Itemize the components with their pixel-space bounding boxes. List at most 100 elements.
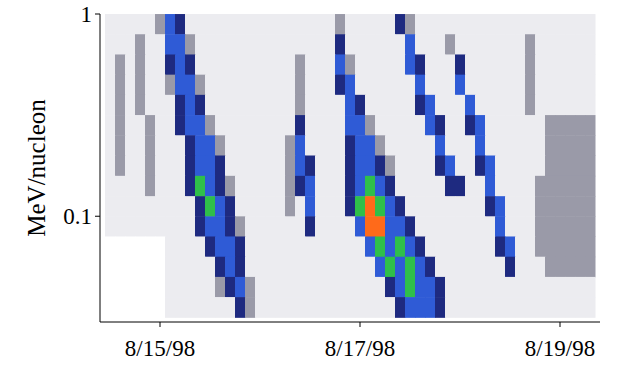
heat-cell bbox=[335, 115, 346, 136]
heat-cell bbox=[545, 196, 556, 217]
heat-cell bbox=[305, 277, 316, 298]
heat-cell bbox=[505, 277, 516, 298]
heat-cell bbox=[215, 257, 226, 278]
heat-cell bbox=[305, 156, 316, 177]
heat-cell bbox=[455, 75, 466, 96]
heat-cell bbox=[555, 34, 566, 55]
heat-cell bbox=[345, 257, 356, 278]
heat-cell bbox=[515, 297, 526, 318]
heat-cell bbox=[425, 14, 436, 35]
heat-cell bbox=[245, 54, 256, 75]
heat-cell bbox=[535, 115, 546, 136]
heat-cell bbox=[545, 216, 556, 237]
heat-cell bbox=[405, 236, 416, 257]
heat-cell bbox=[335, 176, 346, 197]
heat-cell bbox=[115, 95, 126, 116]
heat-cell bbox=[455, 135, 466, 156]
heat-cell bbox=[105, 75, 116, 96]
heat-cell bbox=[545, 277, 556, 298]
heat-cell bbox=[425, 95, 436, 116]
heat-cell bbox=[115, 115, 126, 136]
heat-cell bbox=[315, 54, 326, 75]
heat-cell bbox=[495, 34, 506, 55]
heat-cell bbox=[125, 216, 136, 237]
heat-cell bbox=[585, 277, 596, 298]
heat-cell bbox=[375, 236, 386, 257]
heat-cell bbox=[445, 95, 456, 116]
heat-cell bbox=[555, 297, 566, 318]
heat-cell bbox=[545, 135, 556, 156]
heat-cell bbox=[225, 95, 236, 116]
heat-cell bbox=[155, 75, 166, 96]
heat-cell bbox=[365, 115, 376, 136]
heat-cell bbox=[295, 297, 306, 318]
heat-cell bbox=[325, 115, 336, 136]
heat-cell bbox=[495, 115, 506, 136]
heat-cell bbox=[465, 135, 476, 156]
heat-cell bbox=[395, 115, 406, 136]
heat-cell bbox=[105, 95, 116, 116]
heat-cell bbox=[285, 54, 296, 75]
heat-cell bbox=[565, 75, 576, 96]
heat-cell bbox=[345, 34, 356, 55]
heat-cell bbox=[185, 236, 196, 257]
heat-cell bbox=[485, 257, 496, 278]
heat-cell bbox=[445, 54, 456, 75]
heat-cell bbox=[355, 135, 366, 156]
heat-cell bbox=[115, 277, 126, 298]
heat-cell bbox=[455, 34, 466, 55]
heat-cell bbox=[305, 95, 316, 116]
heat-cell bbox=[315, 34, 326, 55]
heat-cell bbox=[435, 156, 446, 177]
heat-cell bbox=[475, 14, 486, 35]
heat-cell bbox=[175, 277, 186, 298]
heat-cell bbox=[305, 115, 316, 136]
heat-cell bbox=[225, 236, 236, 257]
heat-cell bbox=[515, 54, 526, 75]
heat-cell bbox=[495, 277, 506, 298]
heat-cell bbox=[115, 34, 126, 55]
heat-cell bbox=[235, 14, 246, 35]
heat-cell bbox=[225, 257, 236, 278]
heat-cell bbox=[295, 176, 306, 197]
heat-cell bbox=[395, 297, 406, 318]
heat-cell bbox=[445, 196, 456, 217]
heat-cell bbox=[505, 297, 516, 318]
heat-cell bbox=[145, 135, 156, 156]
heat-cell bbox=[125, 297, 136, 318]
heat-cell bbox=[535, 216, 546, 237]
heat-cell bbox=[585, 115, 596, 136]
heat-cell bbox=[315, 257, 326, 278]
heat-cell bbox=[535, 236, 546, 257]
heat-cell bbox=[255, 297, 266, 318]
heat-cell bbox=[565, 277, 576, 298]
heat-cell bbox=[315, 236, 326, 257]
heat-cell bbox=[505, 115, 516, 136]
heat-cell bbox=[145, 196, 156, 217]
heat-cell bbox=[515, 156, 526, 177]
heat-cell bbox=[395, 34, 406, 55]
heat-cell bbox=[425, 34, 436, 55]
heat-cell bbox=[505, 135, 516, 156]
heat-cell bbox=[285, 34, 296, 55]
heat-cell bbox=[465, 75, 476, 96]
heat-cell bbox=[265, 257, 276, 278]
heat-cell bbox=[495, 75, 506, 96]
heat-cell bbox=[575, 277, 586, 298]
heat-cell bbox=[565, 216, 576, 237]
heat-cell bbox=[395, 75, 406, 96]
heat-cell bbox=[205, 115, 216, 136]
heat-cell bbox=[485, 135, 496, 156]
heat-cell bbox=[355, 14, 366, 35]
heat-cell bbox=[125, 75, 136, 96]
heat-cell bbox=[475, 156, 486, 177]
heat-cell bbox=[465, 277, 476, 298]
heat-cell bbox=[225, 115, 236, 136]
heat-cell bbox=[275, 176, 286, 197]
heat-cell bbox=[385, 196, 396, 217]
heat-cell bbox=[165, 14, 176, 35]
heat-cell bbox=[245, 156, 256, 177]
heat-cell bbox=[185, 216, 196, 237]
heat-cell bbox=[375, 277, 386, 298]
heat-cell bbox=[235, 257, 246, 278]
